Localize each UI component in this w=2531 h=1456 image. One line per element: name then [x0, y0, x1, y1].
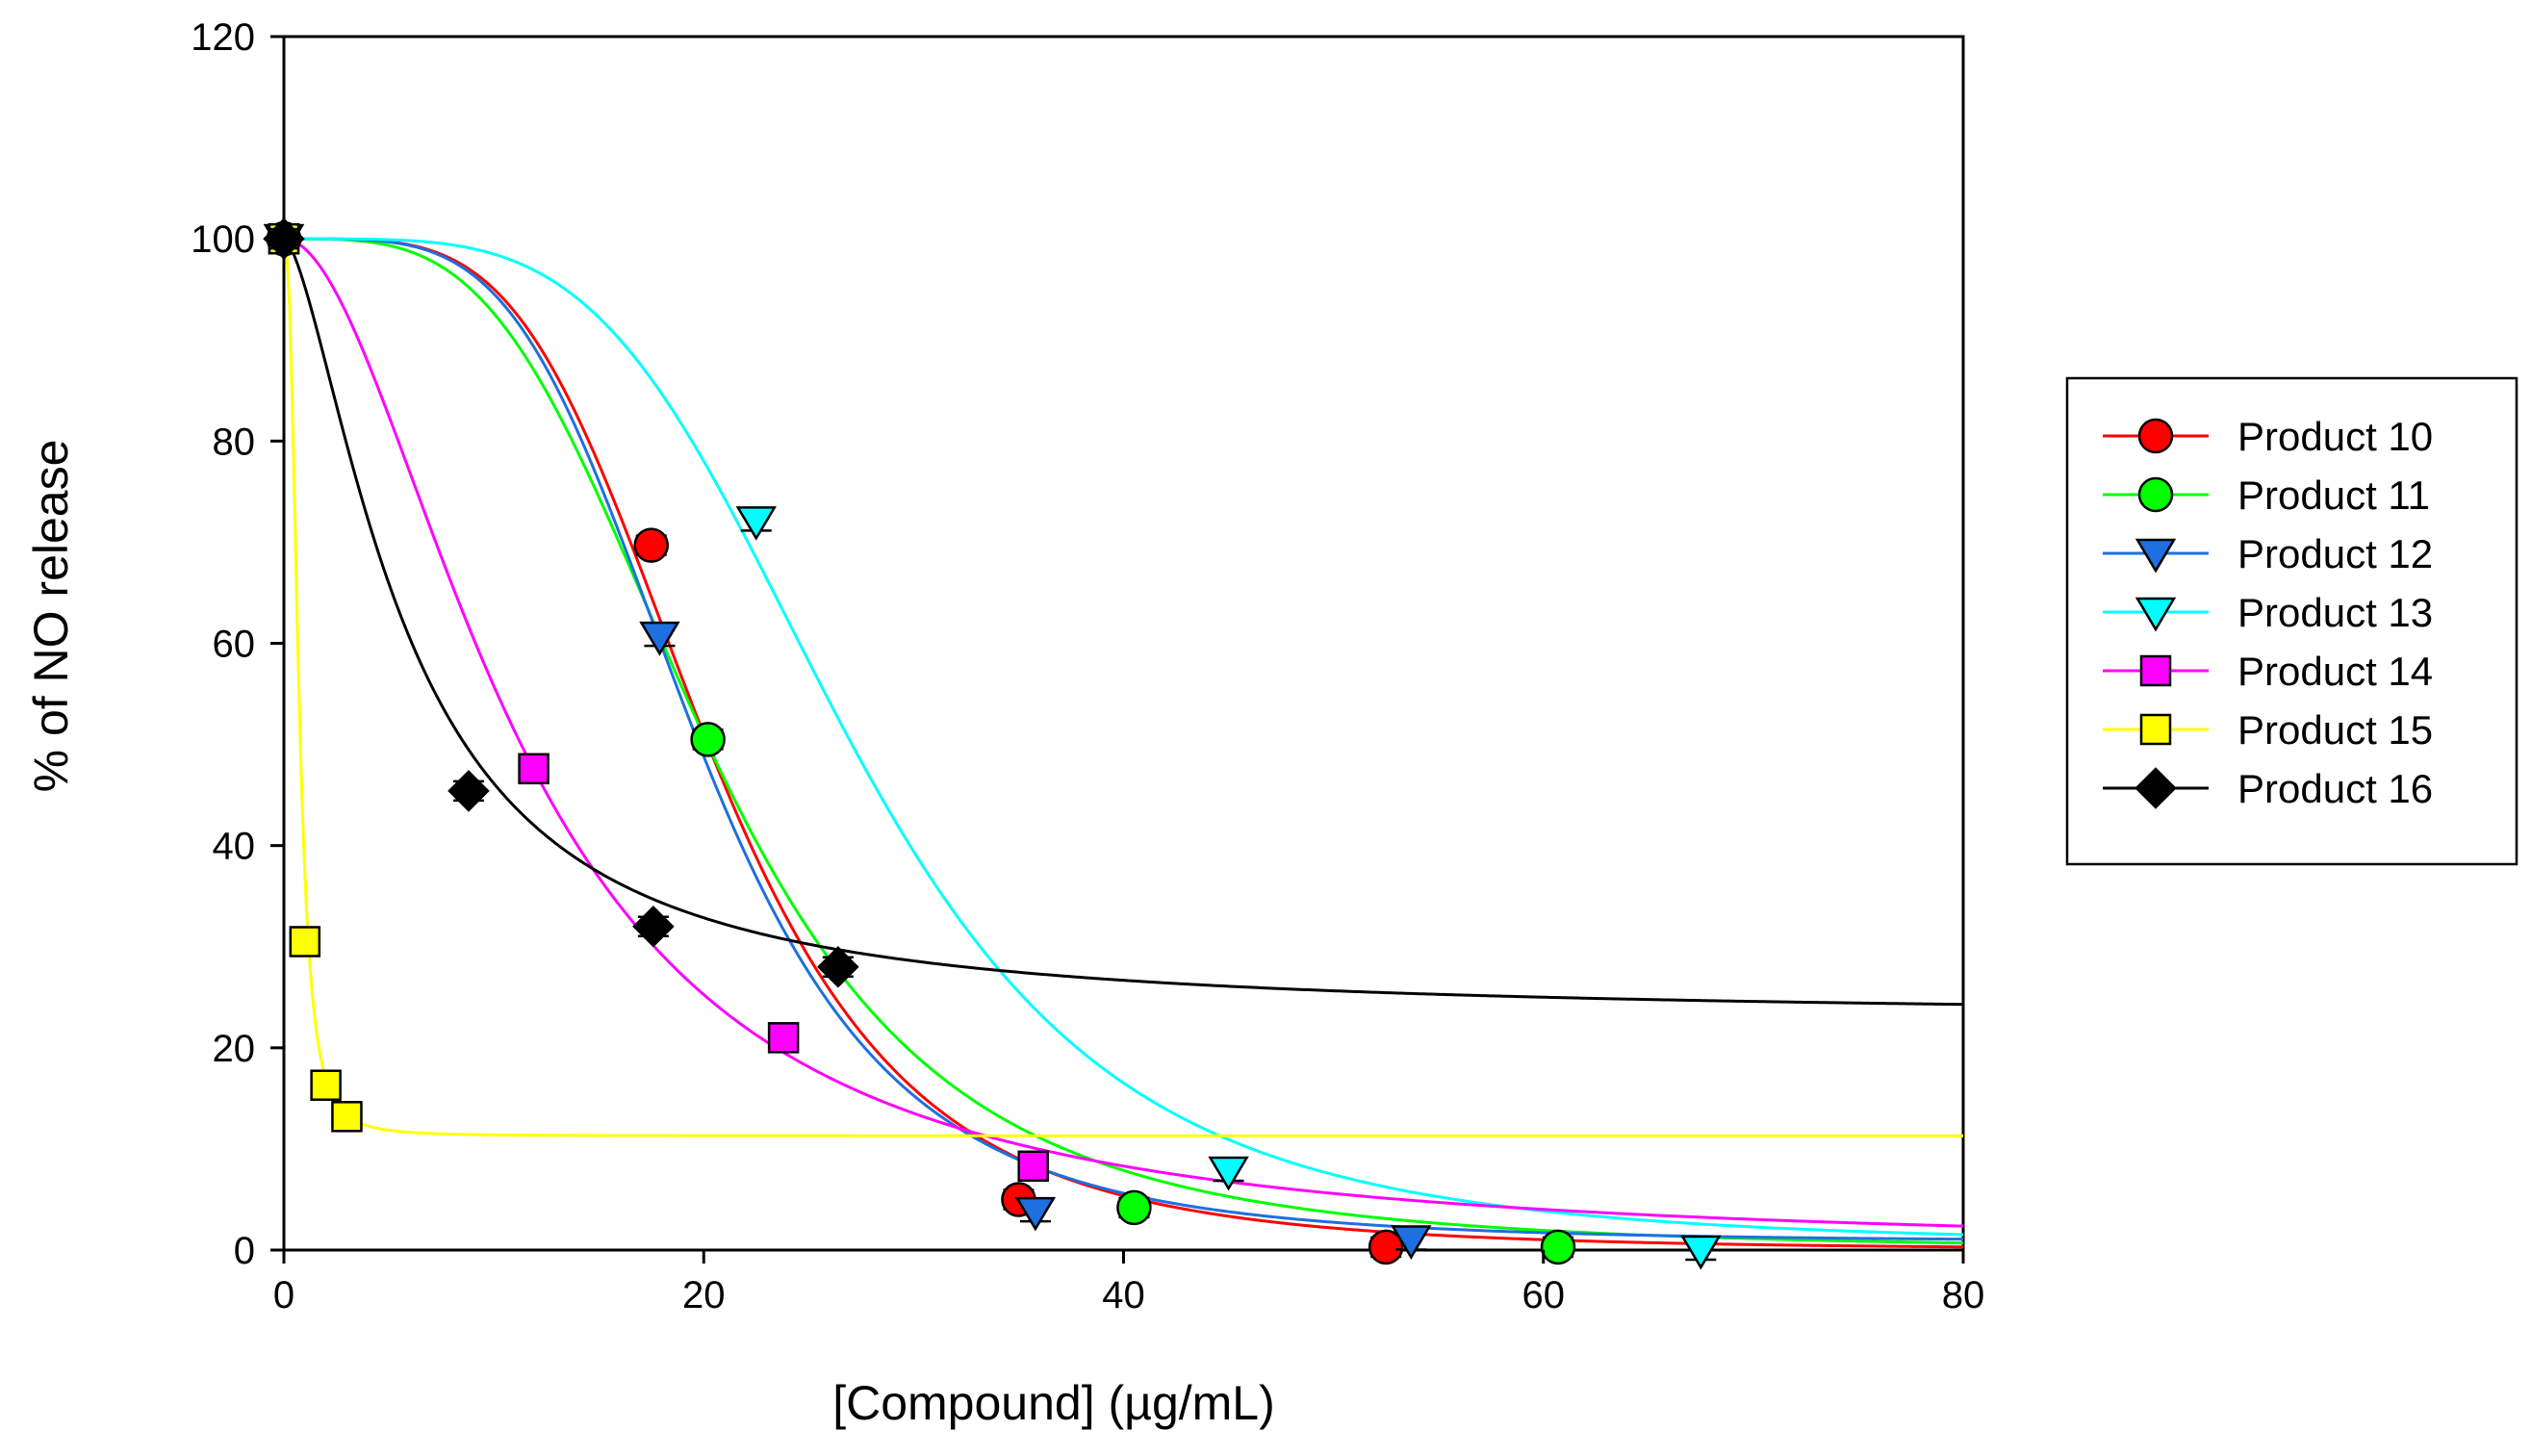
legend-item-product-15: Product 15 — [2103, 707, 2433, 753]
legend-item-product-14: Product 14 — [2103, 649, 2433, 694]
product-11-point — [1540, 1229, 1576, 1265]
y-tick-label: 120 — [191, 16, 255, 59]
legend-marker-product-13 — [2135, 597, 2177, 632]
product-12-point — [639, 621, 680, 656]
legend-label-product-11: Product 11 — [2237, 473, 2430, 518]
product-13-point — [735, 506, 777, 541]
legend-item-product-11: Product 11 — [2103, 473, 2430, 518]
legend-item-product-12: Product 12 — [2103, 531, 2433, 576]
product-11-point — [1116, 1189, 1152, 1226]
product-12-point — [1014, 1196, 1057, 1232]
x-tick-label: 40 — [1102, 1274, 1145, 1316]
legend-item-product-13: Product 13 — [2103, 590, 2433, 635]
product-16-points — [263, 217, 859, 988]
legend-label-product-13: Product 13 — [2237, 590, 2433, 635]
legend-label-product-14: Product 14 — [2237, 649, 2433, 694]
product-16-point — [632, 905, 675, 948]
product-16-fit-curve — [284, 237, 1963, 1007]
x-tick-label: 80 — [1942, 1274, 1985, 1316]
legend-marker-product-12 — [2135, 538, 2177, 574]
legend-marker-product-11 — [2137, 476, 2174, 513]
y-tick-label: 60 — [213, 624, 256, 666]
product-15-point — [310, 1069, 342, 1101]
product-12-fit-curve — [284, 237, 1963, 1241]
x-tick-label: 60 — [1522, 1274, 1566, 1316]
x-axis-title: [Compound] (µg/mL) — [832, 1376, 1275, 1430]
product-10-point — [633, 527, 669, 563]
product-14-point — [1017, 1150, 1049, 1183]
product-15-point — [289, 926, 321, 958]
x-axis: 0 20 40 60 80 — [273, 1250, 1984, 1316]
product-12-points — [263, 223, 1432, 1260]
legend-marker-product-16 — [2135, 767, 2177, 809]
product-16-point — [817, 945, 859, 988]
product-13-point — [1680, 1235, 1722, 1270]
y-axis-title: % of NO release — [24, 440, 78, 793]
y-tick-label: 20 — [213, 1028, 256, 1070]
product-15-fit-curve — [284, 238, 1963, 1137]
y-tick-label: 100 — [191, 218, 255, 261]
product-14-fit-curve — [284, 237, 1963, 1228]
product-15-point — [331, 1101, 363, 1133]
y-tick-label: 80 — [213, 421, 256, 463]
product-13-point — [1208, 1156, 1249, 1191]
fit-curves — [284, 237, 1963, 1249]
legend-label-product-15: Product 15 — [2237, 707, 2433, 753]
legend-label-product-10: Product 10 — [2237, 414, 2433, 459]
legend-marker-product-15 — [2139, 713, 2172, 746]
product-11-point — [690, 722, 726, 757]
plot-area — [282, 35, 1965, 1252]
data-points — [263, 217, 1722, 1270]
y-tick-label: 0 — [234, 1230, 255, 1272]
y-tick-label: 40 — [213, 826, 256, 868]
product-14-points — [268, 222, 1049, 1183]
y-axis: 0 20 40 60 80 100 120 — [191, 16, 284, 1272]
product-13-fit-curve — [284, 237, 1963, 1237]
legend-marker-product-14 — [2139, 654, 2172, 687]
product-14-point — [767, 1022, 800, 1054]
x-tick-label: 0 — [273, 1274, 294, 1316]
x-tick-label: 20 — [682, 1274, 726, 1316]
legend: Product 10 Product 11 Product 12 Product 13… — [2065, 376, 2518, 866]
legend-label-product-12: Product 12 — [2237, 531, 2433, 576]
legend-marker-product-10 — [2137, 418, 2174, 454]
product-10-points — [266, 220, 1404, 1265]
product-14-point — [518, 753, 550, 785]
product-11-fit-curve — [284, 237, 1963, 1245]
product-10-fit-curve — [284, 237, 1963, 1249]
legend-item-product-10: Product 10 — [2103, 414, 2433, 459]
legend-label-product-16: Product 16 — [2237, 766, 2433, 811]
product-10-point — [1368, 1229, 1404, 1265]
product-16-point — [447, 770, 490, 812]
legend-item-product-16: Product 16 — [2103, 766, 2433, 811]
product-12-point — [1391, 1225, 1432, 1260]
